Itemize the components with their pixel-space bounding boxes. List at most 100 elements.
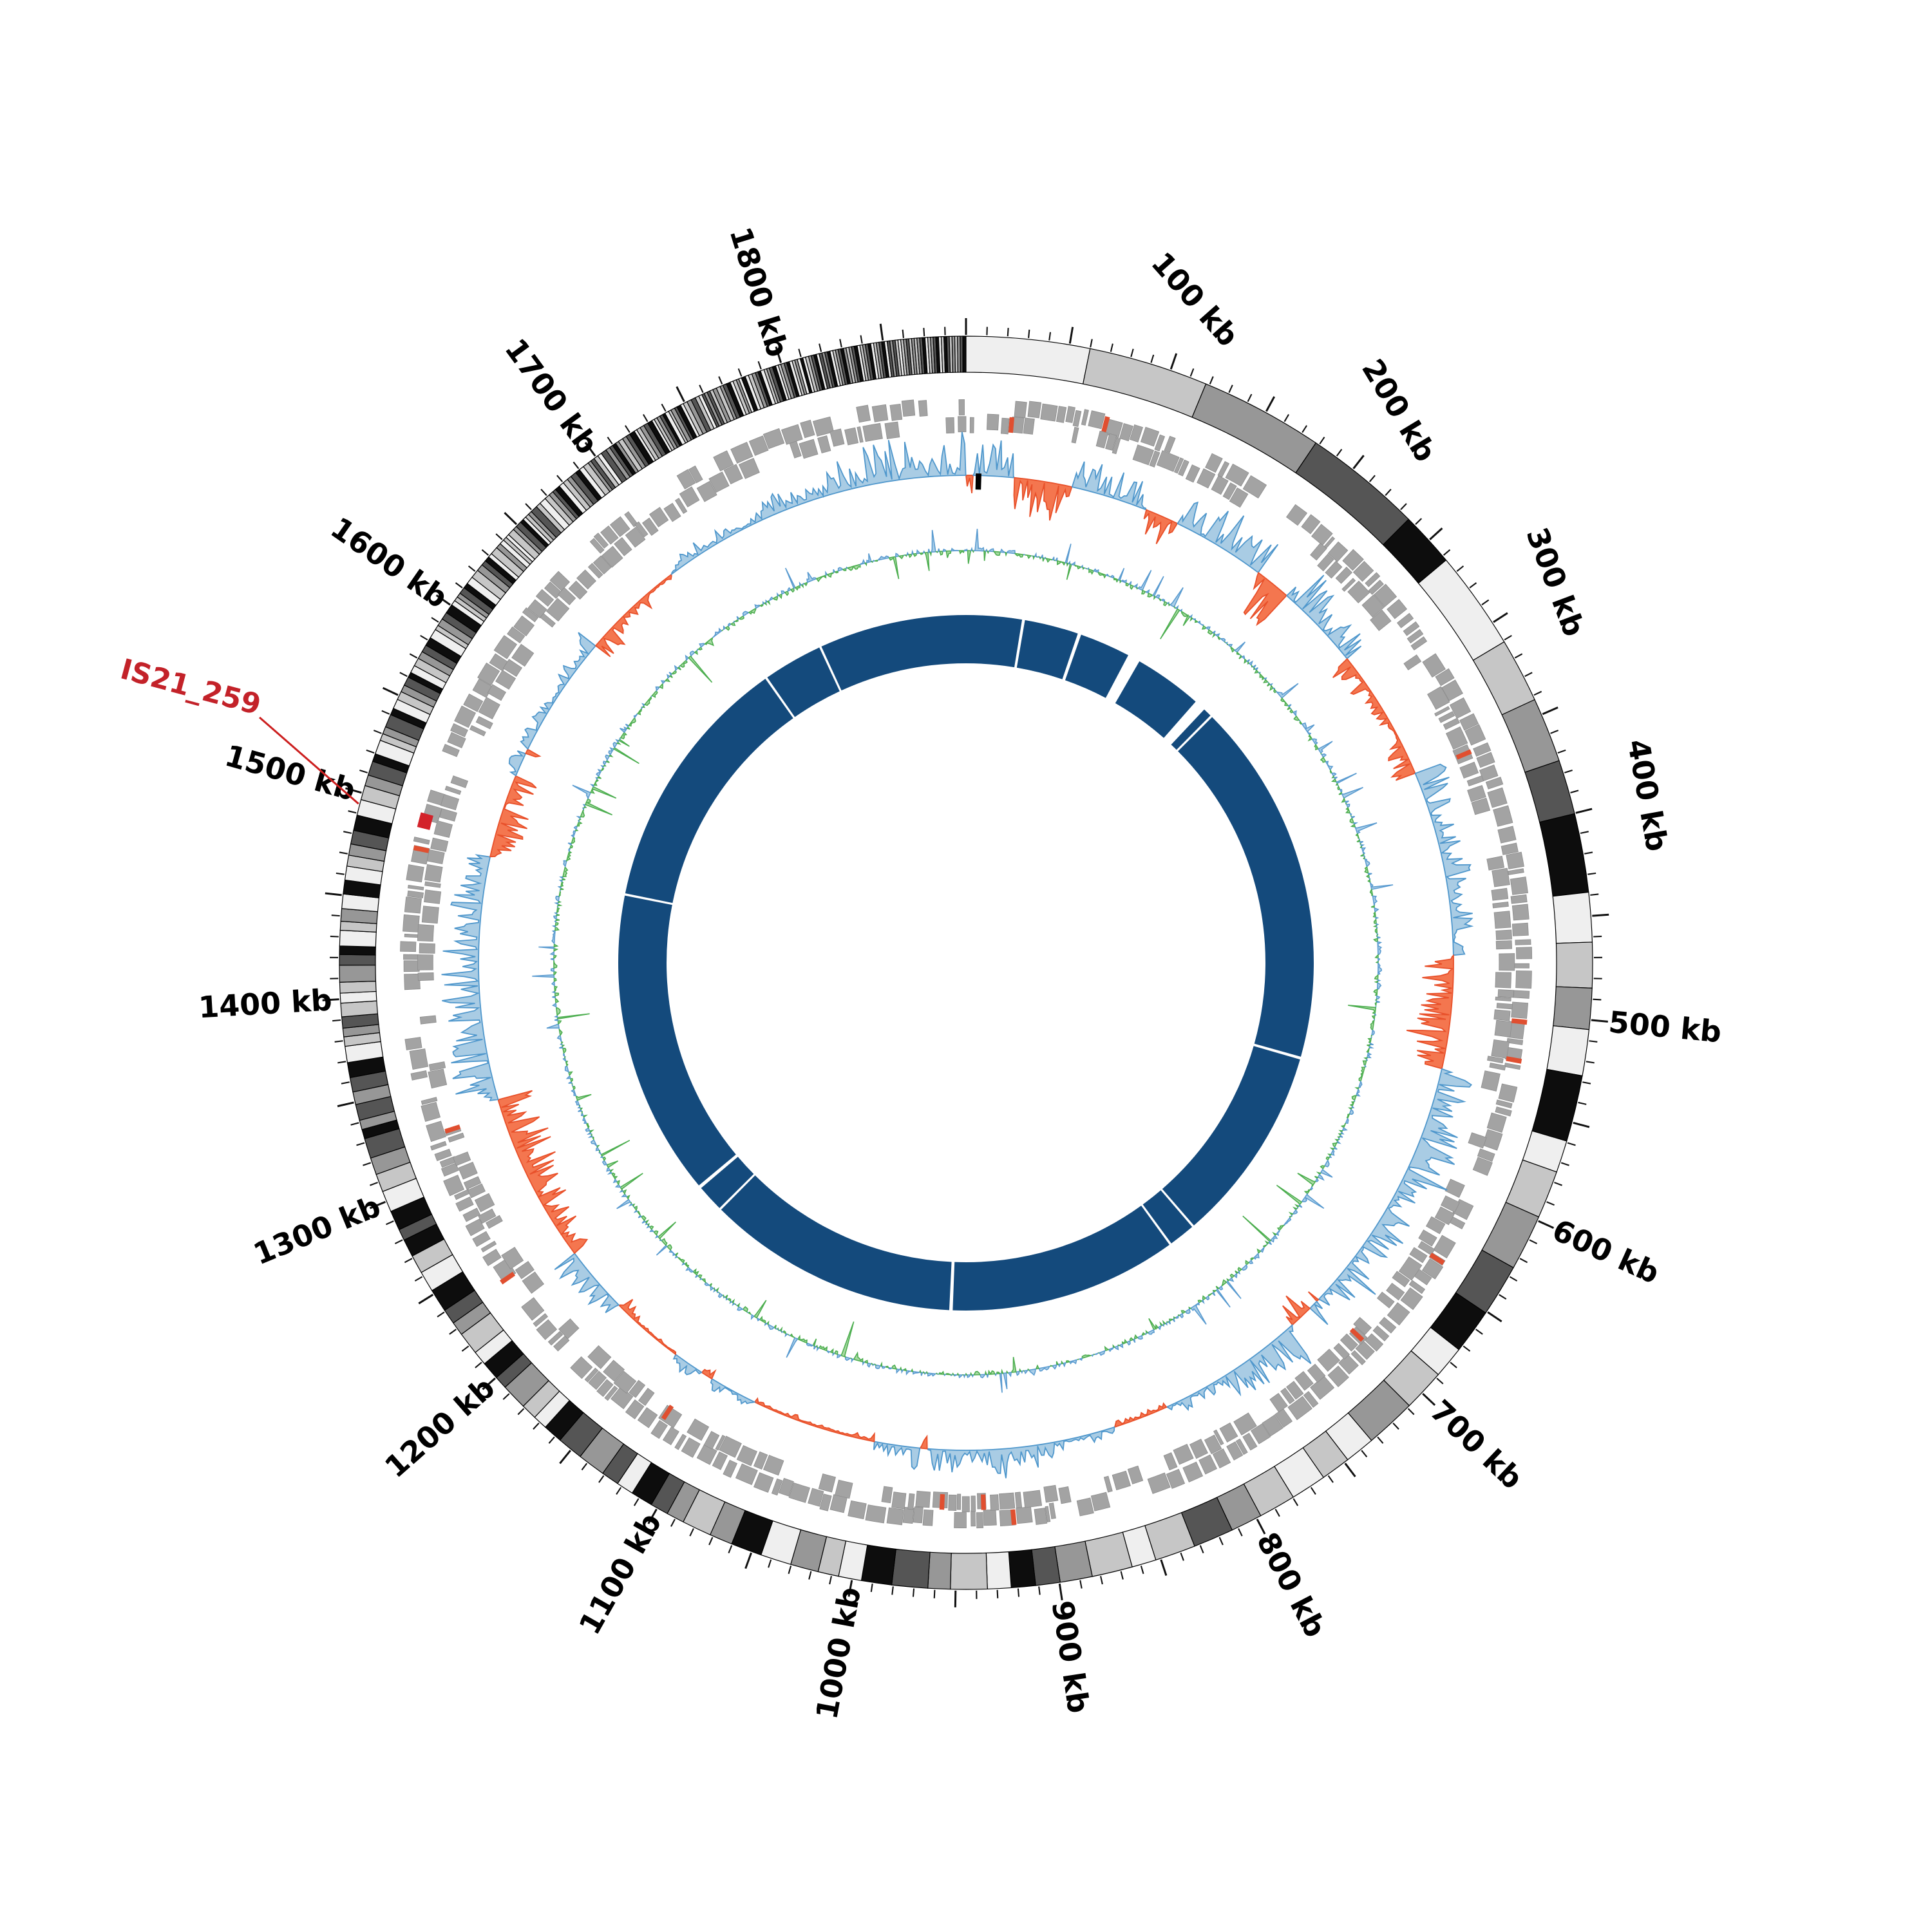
gene-block [1418, 1229, 1437, 1247]
gene-block [430, 1141, 447, 1151]
gc-line-ring-run [1023, 554, 1025, 556]
gc-line-ring-run [1275, 683, 1299, 699]
gene-block [708, 471, 730, 493]
gc-line-ring-run [569, 1077, 573, 1083]
gc-line-ring-run [614, 1183, 621, 1188]
gc-line-ring-run [1345, 806, 1351, 814]
gc-line-ring-run [912, 1370, 922, 1375]
minor-tick [1415, 518, 1423, 525]
gc-line-ring-run [638, 1214, 642, 1218]
gene-block [1204, 1434, 1222, 1455]
gene-block [1189, 1439, 1208, 1459]
gene-block [1164, 435, 1176, 453]
gc-line-ring-run [1303, 1189, 1311, 1195]
contig-segment [927, 1551, 952, 1590]
scaffold-block [1162, 1046, 1300, 1226]
gc-line-ring-run [1129, 1337, 1134, 1342]
skew-ring-run [672, 1353, 703, 1376]
gc-line-ring-run [1137, 570, 1152, 591]
gc-line-ring-run [942, 548, 947, 552]
minor-tick [339, 851, 348, 855]
gc-line-ring-run [1180, 611, 1191, 627]
skew-ring-run [710, 1378, 757, 1405]
gc-line-ring-run [576, 820, 583, 827]
gene-block [413, 837, 430, 845]
gc-line-ring-run [806, 1342, 814, 1347]
gene-block [674, 498, 688, 514]
axis-label: 800 kb [1250, 1526, 1333, 1643]
minor-tick [1218, 1537, 1224, 1546]
red-gene-block [1008, 417, 1015, 433]
gene-block [502, 659, 522, 677]
major-tick [1591, 1019, 1608, 1023]
gene-block [1435, 668, 1455, 687]
gene-block [1492, 867, 1510, 887]
gc-line-ring-run [1369, 881, 1394, 891]
minor-tick [1180, 1552, 1184, 1561]
gene-block [1365, 1333, 1384, 1352]
gene-block [918, 400, 928, 417]
major-tick [504, 511, 518, 526]
minor-tick [1463, 1345, 1471, 1352]
gene-block [428, 1061, 446, 1072]
gc-line-ring-run [636, 706, 643, 715]
gc-line-ring-run [1002, 1372, 1008, 1390]
gc-line-ring-run [1068, 1359, 1078, 1365]
gc-line-ring-run [1073, 564, 1083, 570]
gc-line-ring-run [651, 690, 658, 698]
gc-line-ring-run [1061, 1360, 1064, 1365]
gene-block [493, 635, 518, 659]
gc-line-ring-run [794, 585, 800, 591]
gc-line-ring-run [1045, 557, 1053, 564]
red-gene-block [413, 845, 430, 853]
gc-line-ring-run [1370, 905, 1376, 908]
gc-line-ring-run [1056, 560, 1066, 566]
skew-ring-run [670, 431, 967, 576]
skew-ring-run [1309, 1300, 1329, 1325]
gc-line-ring-run [1057, 1363, 1062, 1368]
scaffold-block [625, 678, 793, 904]
gc-line-ring-run [554, 992, 560, 997]
gc-line-ring-run [938, 1370, 945, 1375]
minor-tick [381, 710, 390, 715]
gc-line-ring-run [772, 595, 779, 601]
gene-block [789, 440, 802, 459]
minor-tick [670, 1519, 676, 1527]
gc-line-ring-run [1066, 563, 1072, 580]
gc-line-ring-run [1208, 1293, 1213, 1298]
gene-block [1071, 426, 1079, 444]
gc-line-ring-run [797, 1334, 808, 1344]
gc-line-ring-run [863, 1359, 868, 1364]
gene-block [1493, 1009, 1511, 1021]
red-gene-block [1101, 416, 1110, 433]
minor-tick [394, 1239, 403, 1245]
gc-line-ring-run [1340, 1122, 1347, 1129]
minor-tick [1499, 1294, 1507, 1300]
gc-line-ring-run [979, 1374, 986, 1379]
gc-line-ring-run [806, 572, 818, 583]
gc-line-ring-run [787, 587, 792, 592]
gc-line-ring-run [571, 836, 576, 844]
gc-line-ring-run [668, 1249, 676, 1256]
gene-block [1417, 1240, 1435, 1256]
gene-block [713, 450, 734, 471]
minor-tick [1590, 893, 1599, 896]
gc-line-ring-run [1147, 592, 1154, 598]
gc-line-ring-run [1331, 778, 1338, 783]
gc-line-ring-run [1345, 802, 1347, 805]
gene-block [999, 1492, 1016, 1510]
gc-line-ring-run [1264, 1240, 1269, 1245]
gene-block [417, 923, 435, 942]
gc-line-ring-run [1113, 1345, 1119, 1350]
gc-line-ring-run [1314, 1175, 1319, 1180]
gc-line-ring-run [621, 1193, 628, 1198]
gene-block [1103, 1475, 1113, 1493]
gc-line-ring-run [1212, 632, 1217, 638]
gc-line-ring-run [815, 574, 827, 582]
gc-line-ring-run [552, 995, 556, 999]
gc-line-ring-run [963, 549, 967, 551]
gene-block [1340, 1333, 1358, 1352]
minor-tick [757, 361, 762, 370]
contig-segment [950, 1552, 988, 1590]
minor-tick [1550, 730, 1559, 734]
